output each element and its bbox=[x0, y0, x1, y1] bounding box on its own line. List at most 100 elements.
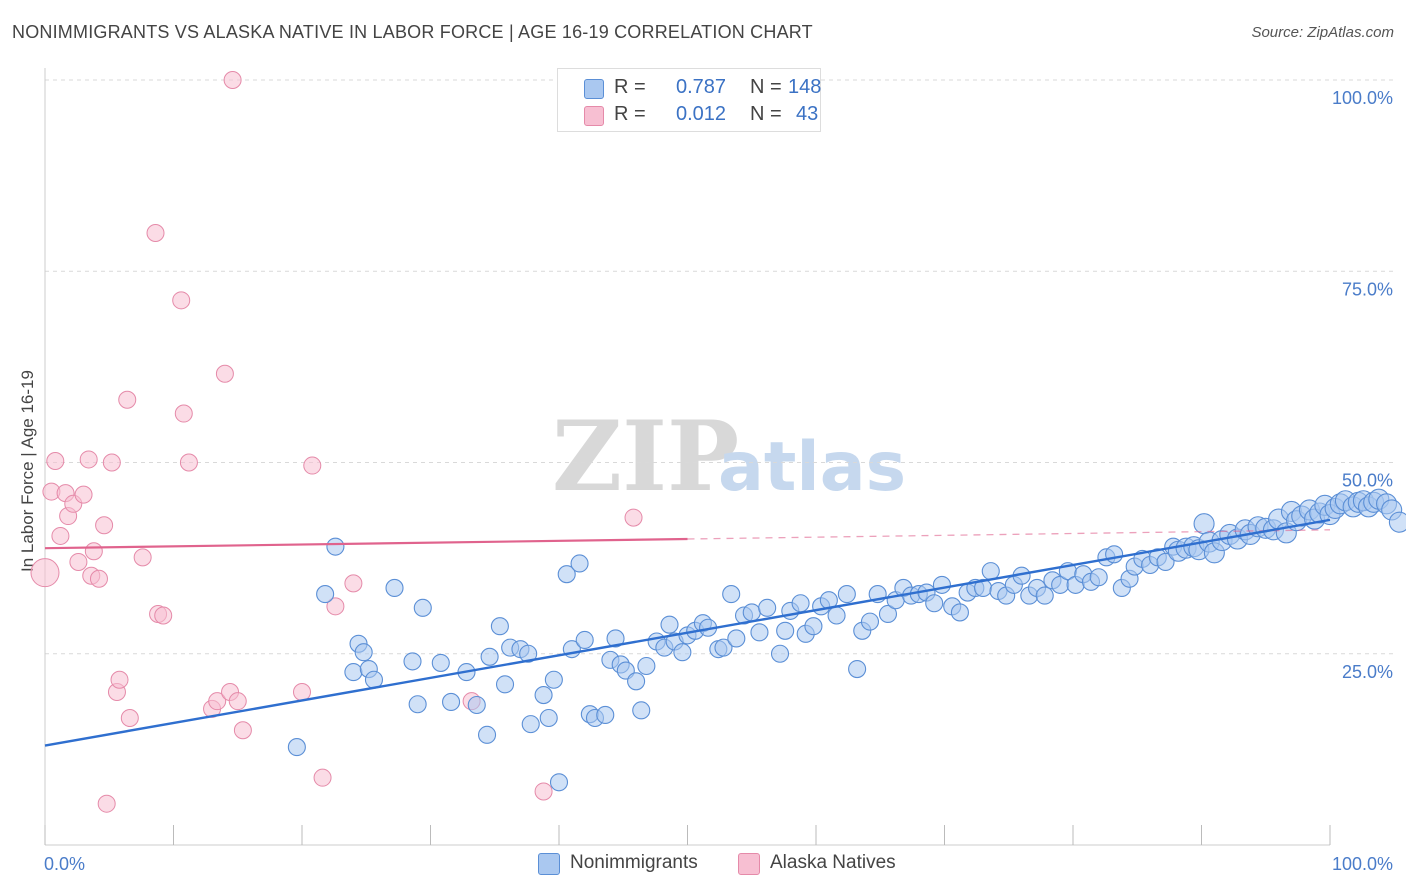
nonimmigrants-point bbox=[575, 630, 594, 650]
chart-title: NONIMMIGRANTS VS ALASKA NATIVE IN LABOR … bbox=[12, 22, 813, 42]
alaska-natives-point bbox=[133, 548, 152, 567]
nonimmigrants-point bbox=[722, 585, 741, 604]
alaska-natives-point bbox=[110, 670, 129, 689]
nonimmigrants-point bbox=[490, 617, 509, 636]
nonimmigrants-point bbox=[804, 617, 823, 636]
nonimmigrants-point bbox=[981, 562, 1000, 581]
nonimmigrants-point bbox=[878, 604, 898, 624]
alaska-natives-point bbox=[74, 485, 93, 504]
nonimmigrants-point bbox=[925, 594, 944, 613]
nonimmigrants-point bbox=[354, 643, 373, 662]
alaska-natives-point bbox=[233, 721, 252, 740]
alaska-natives-point bbox=[313, 768, 332, 787]
nonimmigrants-point bbox=[467, 695, 486, 715]
alaska-natives-point bbox=[303, 456, 322, 475]
alaska-natives-point bbox=[228, 692, 247, 711]
nonimmigrants-point bbox=[1388, 511, 1406, 533]
gridlines bbox=[45, 79, 1394, 655]
nonimmigrants-point bbox=[521, 715, 540, 734]
bottom-legend-label: Alaska Natives bbox=[770, 852, 896, 873]
nonimmigrants-point bbox=[770, 644, 790, 663]
nonimmigrants-point bbox=[385, 578, 404, 598]
y-tick-label: 75.0% bbox=[1342, 279, 1393, 299]
nonimmigrants-point bbox=[776, 621, 795, 640]
alaska-natives-point bbox=[79, 450, 98, 469]
nonimmigrants-point bbox=[408, 695, 427, 714]
nonimmigrants-point bbox=[637, 656, 656, 676]
nonimmigrants-point bbox=[860, 612, 880, 631]
nonimmigrants-point bbox=[539, 708, 558, 728]
alaska-natives-point bbox=[293, 683, 311, 701]
alaska-natives-trend-extension bbox=[687, 529, 1331, 540]
x-tick-label: 100.0% bbox=[1332, 854, 1393, 874]
legend-r-value: 0.787 bbox=[676, 76, 727, 98]
legend-n-value: 43 bbox=[796, 103, 819, 125]
nonimmigrants-point bbox=[758, 598, 777, 617]
nonimmigrants-point bbox=[660, 615, 679, 634]
axis-ticks bbox=[44, 825, 1331, 845]
alaska-natives-point bbox=[223, 71, 242, 89]
legend-n-label: N = bbox=[750, 76, 782, 98]
nonimmigrants-point bbox=[287, 738, 306, 757]
nonimmigrants-point bbox=[477, 725, 497, 744]
nonimmigrants-point bbox=[413, 598, 432, 617]
nonimmigrants-point bbox=[1105, 545, 1124, 564]
nonimmigrants-point bbox=[596, 705, 615, 725]
nonimmigrants-point bbox=[557, 565, 576, 584]
alaska-natives-point bbox=[624, 508, 643, 527]
alaska-natives-point bbox=[344, 574, 363, 593]
nonimmigrants-point bbox=[673, 643, 692, 662]
watermark-zip: ZIP bbox=[552, 400, 739, 513]
nonimmigrants-point bbox=[316, 585, 335, 604]
nonimmigrants-point bbox=[495, 675, 515, 694]
nonimmigrants-point bbox=[1156, 552, 1175, 572]
legend-n-label: N = bbox=[750, 103, 782, 125]
alaska-natives-point bbox=[95, 516, 114, 535]
nonimmigrants-point bbox=[727, 629, 746, 648]
alaska-natives-point bbox=[208, 692, 227, 711]
alaska-natives-point bbox=[179, 453, 198, 472]
nonimmigrants-point bbox=[403, 652, 422, 671]
bottom-legend-label: Nonimmigrants bbox=[570, 852, 698, 873]
nonimmigrants-point bbox=[827, 606, 846, 625]
nonimmigrants-point bbox=[570, 554, 589, 573]
nonimmigrants-point bbox=[750, 623, 769, 642]
nonimmigrants-point bbox=[1035, 586, 1054, 605]
nonimmigrants-point bbox=[544, 670, 563, 689]
nonimmigrants-point bbox=[632, 701, 651, 720]
nonimmigrants-point bbox=[480, 647, 499, 666]
alaska-natives-point bbox=[120, 709, 139, 728]
nonimmigrants-point bbox=[848, 659, 867, 679]
correlation-legend: R = 0.787 N = 148 R = 0.012 N = 43 bbox=[557, 68, 821, 132]
alaska-natives-point bbox=[89, 569, 108, 588]
nonimmigrants-point bbox=[714, 638, 733, 657]
legend-n-value: 148 bbox=[788, 76, 822, 98]
alaska-natives-point bbox=[534, 782, 553, 801]
nonimmigrants-point bbox=[837, 585, 856, 604]
nonimmigrants-point bbox=[326, 537, 345, 556]
nonimmigrants-trend-line bbox=[44, 518, 1331, 747]
nonimmigrants-point bbox=[627, 672, 646, 691]
nonimmigrants-point bbox=[742, 603, 761, 622]
alaska-natives-trend-line bbox=[44, 537, 688, 550]
y-tick-label: 100.0% bbox=[1332, 88, 1393, 108]
legend-swatch-nonimmigrants bbox=[584, 79, 604, 99]
alaska-natives-point bbox=[46, 451, 65, 470]
alaska-natives-point bbox=[84, 542, 103, 561]
legend-r-label: R = bbox=[614, 76, 646, 98]
nonimmigrants-point bbox=[519, 644, 538, 663]
legend-r-value: 0.012 bbox=[676, 103, 727, 125]
alaska-natives-point bbox=[172, 291, 191, 310]
alaska-natives-point bbox=[146, 224, 165, 242]
nonimmigrants-point bbox=[791, 594, 810, 613]
alaska-natives-point bbox=[51, 526, 70, 545]
x-tick-label: 0.0% bbox=[44, 854, 85, 874]
nonimmigrants-point bbox=[1193, 513, 1215, 535]
y-tick-label: 50.0% bbox=[1342, 471, 1393, 491]
alaska-natives-point bbox=[154, 606, 173, 625]
watermark-atlas: atlas bbox=[718, 428, 906, 507]
bottom-legend-swatch-nonimmigrants bbox=[538, 853, 560, 875]
bottom-legend-swatch-alaska-natives bbox=[738, 853, 760, 875]
nonimmigrants-point bbox=[442, 692, 461, 711]
